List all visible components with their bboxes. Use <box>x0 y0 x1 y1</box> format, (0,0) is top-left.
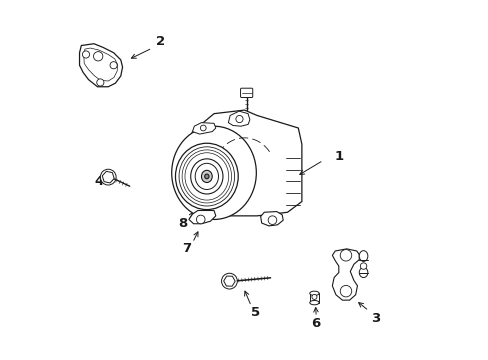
Circle shape <box>235 116 243 123</box>
Circle shape <box>110 62 117 69</box>
Circle shape <box>221 273 237 289</box>
Ellipse shape <box>179 147 234 206</box>
Ellipse shape <box>359 267 367 278</box>
Ellipse shape <box>175 143 238 210</box>
Text: 6: 6 <box>311 317 320 330</box>
Ellipse shape <box>172 127 255 219</box>
Text: 8: 8 <box>178 217 187 230</box>
Ellipse shape <box>182 150 231 203</box>
Text: 7: 7 <box>182 242 191 255</box>
Circle shape <box>97 79 104 86</box>
Circle shape <box>340 249 351 261</box>
Ellipse shape <box>201 170 212 183</box>
Ellipse shape <box>204 174 208 179</box>
Text: 4: 4 <box>95 175 103 188</box>
Ellipse shape <box>195 163 218 189</box>
Ellipse shape <box>184 153 228 200</box>
Circle shape <box>200 125 206 131</box>
Ellipse shape <box>309 291 319 296</box>
Polygon shape <box>188 211 215 224</box>
Ellipse shape <box>171 126 256 220</box>
Polygon shape <box>332 249 359 300</box>
Circle shape <box>196 215 204 224</box>
Polygon shape <box>80 44 122 87</box>
FancyBboxPatch shape <box>240 88 252 98</box>
Text: 2: 2 <box>155 35 164 49</box>
Circle shape <box>93 51 102 61</box>
Text: 1: 1 <box>334 150 344 163</box>
Circle shape <box>311 294 316 300</box>
Ellipse shape <box>359 251 367 261</box>
Polygon shape <box>187 110 301 216</box>
Circle shape <box>267 216 276 225</box>
FancyBboxPatch shape <box>309 293 319 303</box>
Text: 3: 3 <box>370 311 379 325</box>
Circle shape <box>100 169 116 185</box>
Circle shape <box>82 51 89 58</box>
Circle shape <box>104 174 112 181</box>
Text: 5: 5 <box>250 306 259 319</box>
Polygon shape <box>192 123 215 134</box>
Polygon shape <box>228 111 249 126</box>
Circle shape <box>360 263 366 269</box>
Ellipse shape <box>190 159 223 194</box>
Polygon shape <box>260 212 283 226</box>
Circle shape <box>340 285 351 297</box>
Ellipse shape <box>309 301 319 305</box>
